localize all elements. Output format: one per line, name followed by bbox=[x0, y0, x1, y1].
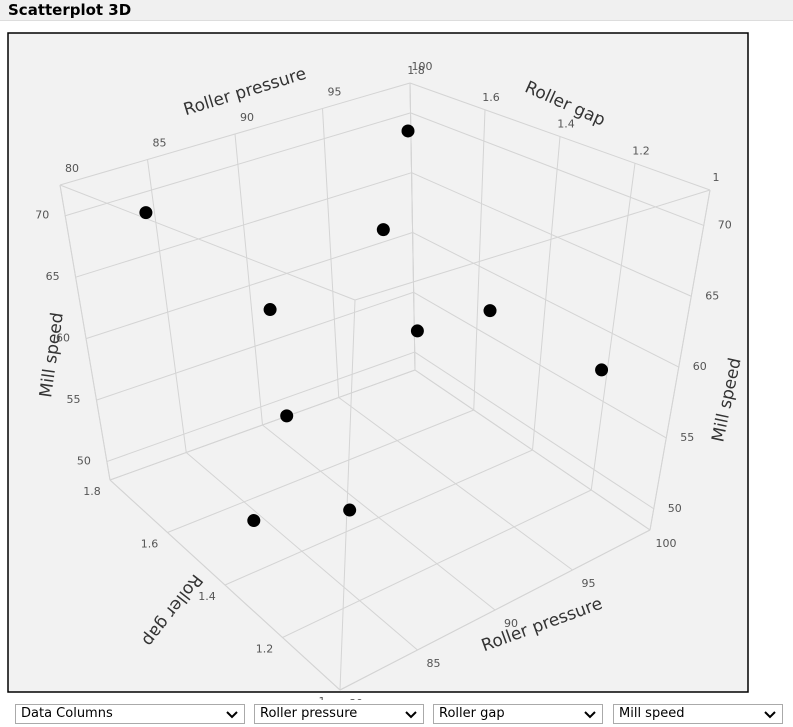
grid-line bbox=[96, 291, 414, 401]
grid-line bbox=[411, 172, 692, 297]
tick-label: 50 bbox=[77, 455, 91, 468]
grid-line bbox=[322, 108, 340, 398]
point bbox=[401, 124, 415, 138]
tick-label: 95 bbox=[582, 577, 596, 590]
tick-label: 1.4 bbox=[557, 118, 575, 131]
grid-line bbox=[85, 232, 413, 340]
grid-line bbox=[65, 112, 411, 217]
grid-line bbox=[413, 291, 667, 439]
grid-line bbox=[75, 172, 412, 278]
tick-label: 95 bbox=[328, 86, 342, 99]
title: Scatterplot 3D bbox=[8, 1, 132, 19]
chevron bbox=[405, 711, 417, 719]
tick-label: 1 bbox=[319, 695, 326, 700]
tick-label: 90 bbox=[504, 617, 518, 630]
tick-label: 55 bbox=[680, 431, 694, 444]
tick-label: 1.8 bbox=[407, 64, 425, 77]
tick-label: 90 bbox=[240, 111, 254, 124]
dropdown[interactable]: Roller pressure bbox=[254, 704, 424, 724]
chevron bbox=[226, 711, 238, 719]
grid-line bbox=[414, 351, 655, 510]
grid-line bbox=[106, 351, 415, 463]
tick-label: 1.4 bbox=[198, 590, 216, 603]
grid-line bbox=[473, 109, 486, 411]
point bbox=[247, 514, 261, 528]
point bbox=[483, 304, 497, 318]
grid-line bbox=[147, 159, 187, 453]
tick-label: 55 bbox=[66, 393, 80, 406]
tick-label: 1.6 bbox=[482, 91, 500, 104]
grid-line bbox=[109, 369, 416, 481]
point bbox=[280, 409, 294, 423]
tick-label: 60 bbox=[56, 332, 70, 345]
tick-label: 1.8 bbox=[83, 485, 101, 498]
dropdown[interactable]: Data Columns bbox=[15, 704, 245, 724]
dropdown-label: Roller pressure bbox=[260, 706, 358, 721]
point bbox=[343, 503, 357, 517]
dropdown[interactable]: Roller gap bbox=[433, 704, 603, 724]
tick-label: 80 bbox=[65, 162, 79, 175]
tick-label: 70 bbox=[718, 218, 732, 231]
tick-label: 1.2 bbox=[256, 643, 274, 656]
dropdown[interactable]: Mill speed bbox=[613, 704, 783, 724]
point bbox=[376, 223, 390, 237]
tick-label: 1 bbox=[713, 171, 720, 184]
header: Scatterplot 3D bbox=[0, 0, 793, 21]
point bbox=[263, 303, 277, 317]
point bbox=[410, 324, 424, 338]
grid-line bbox=[412, 232, 679, 368]
chevron bbox=[584, 711, 596, 719]
grid-line bbox=[224, 449, 533, 586]
dropdown-label: Mill speed bbox=[619, 706, 685, 721]
chart: 80 80 85 85 90 90 95 95 100 100 1 1 1.2 1.2 1.4 1.4 1.6 1… bbox=[7, 32, 749, 700]
tick-label: 65 bbox=[705, 289, 719, 302]
plot-frame bbox=[7, 32, 749, 693]
grid-line bbox=[590, 163, 636, 491]
tick-label: 1.6 bbox=[141, 538, 159, 551]
dropdown-label: Roller gap bbox=[439, 706, 505, 721]
box-edge bbox=[354, 189, 711, 301]
box-edge bbox=[59, 184, 356, 301]
tick-label: 60 bbox=[693, 360, 707, 373]
grid-line bbox=[339, 529, 651, 691]
tick-label: 85 bbox=[153, 137, 167, 150]
grid-line bbox=[532, 136, 561, 451]
tick-label: 85 bbox=[427, 657, 441, 670]
grid-line bbox=[410, 112, 704, 226]
tick-label: 1.2 bbox=[632, 144, 650, 157]
point bbox=[595, 363, 609, 377]
tick-label: 100 bbox=[656, 537, 677, 550]
grid-line bbox=[649, 189, 711, 531]
grid-line bbox=[234, 133, 263, 426]
grid-line bbox=[59, 184, 111, 481]
grid-line bbox=[167, 409, 474, 533]
grid-line bbox=[282, 489, 592, 638]
box-edge bbox=[339, 299, 356, 691]
tick-label: 100 bbox=[412, 60, 433, 73]
tick-label: 65 bbox=[46, 270, 60, 283]
tick-label: 70 bbox=[35, 209, 49, 222]
dropdown-label: Data Columns bbox=[21, 706, 113, 721]
point bbox=[139, 206, 153, 220]
chevron bbox=[764, 711, 776, 719]
tick-label: 80 bbox=[349, 697, 363, 700]
tick-label: 50 bbox=[668, 502, 682, 515]
